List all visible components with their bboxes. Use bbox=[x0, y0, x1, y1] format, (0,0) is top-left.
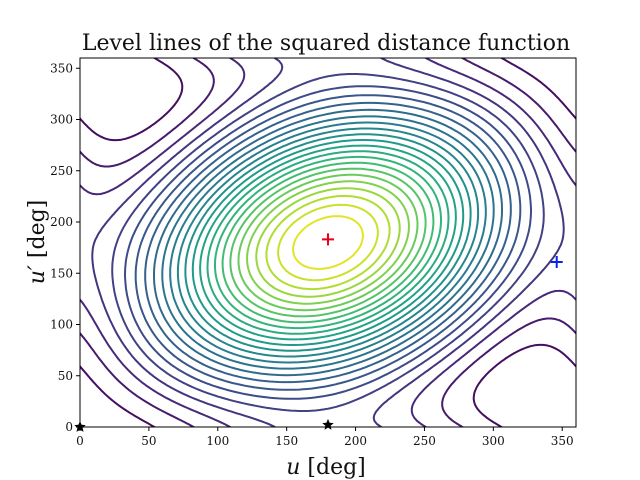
y-axis-label: u′ [deg] bbox=[25, 200, 50, 285]
x-tick-label: 50 bbox=[141, 434, 156, 448]
contour-level-line bbox=[292, 215, 364, 270]
plot-frame bbox=[79, 57, 577, 428]
contour-level-line bbox=[214, 155, 442, 330]
y-tick-label: 200 bbox=[50, 215, 73, 229]
x-tick-label: 300 bbox=[482, 434, 505, 448]
x-tick-label: 250 bbox=[413, 434, 436, 448]
x-axis-ticks: 0 50 100 150 200 250 300 350 bbox=[76, 427, 574, 448]
contour-level-line bbox=[277, 203, 379, 282]
y-axis-ticks: 0 50 100 150 200 250 300 350 bbox=[50, 61, 80, 434]
contour-level-line bbox=[111, 73, 545, 412]
y-tick-label: 300 bbox=[50, 113, 73, 127]
contour-level-line bbox=[221, 161, 435, 324]
contour-level-line bbox=[169, 121, 487, 364]
contour-level-line bbox=[91, 58, 565, 427]
contour-level-line bbox=[124, 85, 532, 400]
contour-level-line bbox=[246, 180, 410, 305]
y-tick-label: 150 bbox=[50, 266, 73, 280]
star-marker bbox=[322, 418, 334, 430]
plus-marker bbox=[322, 233, 334, 246]
contour-level-line bbox=[191, 139, 465, 346]
contour-level-line bbox=[199, 144, 457, 341]
x-tick-label: 0 bbox=[76, 434, 84, 448]
contour-level-line bbox=[255, 187, 401, 298]
y-tick-label: 350 bbox=[50, 61, 73, 75]
plus-marker bbox=[550, 255, 563, 268]
contour-lines bbox=[80, 58, 576, 427]
x-axis-label: u [deg] bbox=[286, 455, 366, 480]
x-tick-label: 100 bbox=[206, 434, 229, 448]
x-tick-label: 150 bbox=[275, 434, 298, 448]
y-tick-label: 0 bbox=[65, 420, 73, 434]
contour-level-line bbox=[265, 194, 391, 291]
contour-level-line bbox=[80, 58, 576, 427]
contour-level-line bbox=[144, 101, 512, 384]
contour-level-line bbox=[153, 108, 503, 377]
chart-title: Level lines of the squared distance func… bbox=[82, 31, 570, 56]
x-tick-label: 200 bbox=[344, 434, 367, 448]
contour-level-line bbox=[134, 94, 522, 391]
contour-level-line bbox=[206, 150, 450, 335]
contour-level-line bbox=[184, 133, 472, 352]
contour-level-line bbox=[80, 58, 576, 427]
y-tick-label: 250 bbox=[50, 164, 73, 178]
contour-level-line bbox=[237, 173, 419, 312]
y-tick-label: 100 bbox=[50, 318, 73, 332]
contour-level-line bbox=[229, 167, 427, 318]
y-tick-label: 50 bbox=[58, 369, 73, 383]
contour-level-line bbox=[80, 58, 576, 427]
contour-level-line bbox=[161, 115, 495, 370]
x-tick-label: 350 bbox=[551, 434, 574, 448]
contour-level-line bbox=[176, 127, 480, 358]
